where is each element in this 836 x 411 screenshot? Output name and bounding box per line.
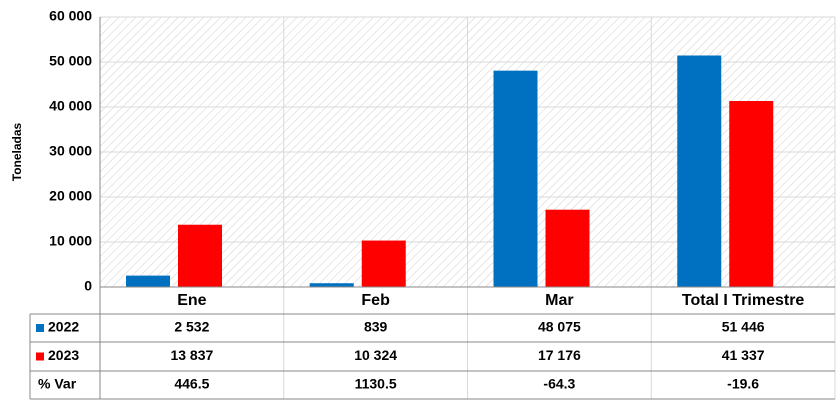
x-tick-label: Feb [361, 292, 390, 309]
y-tick-label: 60 000 [49, 8, 92, 24]
legend-swatch [36, 324, 44, 332]
y-tick-label: 20 000 [49, 188, 92, 204]
table-value: 839 [364, 319, 388, 335]
table-value: 13 837 [170, 347, 213, 363]
bar [178, 224, 222, 287]
bar [545, 209, 590, 287]
y-axis-label: Toneladas [10, 122, 24, 181]
y-tick-label: 40 000 [49, 98, 92, 114]
table-value: 17 176 [538, 347, 581, 363]
table-value: 41 337 [722, 347, 765, 363]
bar [677, 55, 722, 288]
bar [493, 70, 538, 287]
table-value: 1130.5 [355, 376, 397, 392]
x-tick-label: Mar [545, 292, 573, 309]
table-value: 2 532 [174, 319, 209, 335]
legend-label: 2022 [48, 319, 79, 335]
legend-label: 2023 [48, 347, 79, 363]
bar [126, 275, 170, 287]
y-tick-label: 0 [84, 278, 92, 294]
table-value: 446.5 [174, 376, 209, 392]
table-value: -19.6 [727, 376, 759, 392]
table-value: 51 446 [722, 319, 765, 335]
y-tick-label: 50 000 [49, 53, 92, 69]
table-value: -64.3 [543, 376, 575, 392]
y-tick-label: 30 000 [49, 143, 92, 159]
bar [729, 100, 774, 288]
bar [361, 240, 406, 287]
table-value: 10 324 [354, 347, 397, 363]
table-row-label: % Var [38, 376, 77, 392]
legend-swatch [36, 352, 44, 361]
bar [309, 283, 354, 287]
y-tick-label: 10 000 [49, 233, 92, 249]
x-tick-label: Ene [177, 292, 206, 309]
table-value: 48 075 [538, 319, 581, 335]
x-tick-label: Total I Trimestre [682, 292, 805, 309]
